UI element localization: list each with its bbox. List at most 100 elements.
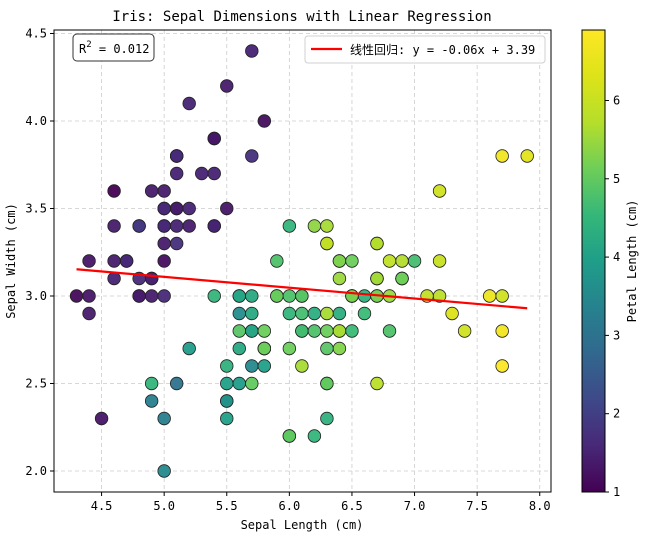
data-point <box>82 306 96 321</box>
data-point <box>220 359 234 373</box>
data-point <box>382 324 397 338</box>
data-point <box>220 376 234 391</box>
data-point <box>320 376 334 391</box>
data-point <box>245 44 259 58</box>
annotation-box <box>72 33 155 62</box>
regression-line <box>76 268 528 310</box>
data-point <box>307 324 322 338</box>
data-point <box>307 306 322 321</box>
data-point <box>94 411 109 426</box>
colorbar: 1 2 3 4 5 6 Petal Length (cm) <box>581 29 639 499</box>
data-point <box>207 289 221 303</box>
x-tick-label: 6.0 <box>279 499 301 513</box>
data-point <box>282 429 297 443</box>
data-point <box>345 289 359 303</box>
data-point <box>232 289 246 303</box>
data-point <box>144 184 159 198</box>
data-point <box>245 149 259 163</box>
data-point <box>232 341 246 356</box>
data-point <box>220 394 234 408</box>
data-point <box>320 219 334 233</box>
x-tick-label: 5.0 <box>153 499 175 513</box>
data-point <box>107 271 121 286</box>
x-axis-ticks: 4.5 5.0 5.5 6.0 6.5 7.0 7.5 8.0 <box>91 492 551 513</box>
data-point <box>132 289 146 303</box>
y-axis-ticks: 2.0 2.5 3.0 3.5 4.0 4.5 <box>25 27 54 478</box>
chart-title: Iris: Sepal Dimensions with Linear Regre… <box>112 9 491 25</box>
data-point <box>495 289 509 303</box>
data-point <box>220 411 234 426</box>
data-point <box>332 341 347 356</box>
annotation-text: R2 = 0.012 <box>79 40 149 56</box>
data-point <box>157 236 171 251</box>
data-point <box>182 219 196 233</box>
colorbar-tick-label: 5 <box>613 172 620 186</box>
data-point <box>395 271 409 286</box>
data-point <box>157 201 171 216</box>
data-point <box>332 271 347 286</box>
data-point <box>207 131 221 146</box>
data-point <box>169 149 184 163</box>
data-point <box>320 236 334 251</box>
data-point <box>295 289 309 303</box>
x-tick-label: 4.5 <box>91 499 113 513</box>
data-point <box>257 324 272 338</box>
data-point <box>370 376 384 391</box>
data-point <box>157 219 171 233</box>
data-point <box>107 184 121 198</box>
data-point <box>345 324 359 338</box>
data-point <box>320 306 334 321</box>
data-point <box>220 201 234 216</box>
x-axis-title: Sepal Length (cm) <box>241 518 364 532</box>
data-point <box>157 254 171 268</box>
data-point <box>245 376 259 391</box>
data-point <box>320 411 334 426</box>
data-point <box>107 219 121 233</box>
data-point <box>144 271 159 286</box>
data-point <box>357 306 372 321</box>
colorbar-tick-label: 6 <box>613 93 620 107</box>
x-tick-label: 7.0 <box>404 499 426 513</box>
annotation-sup: 2 <box>86 40 91 50</box>
data-point <box>332 254 347 268</box>
data-point <box>295 324 309 338</box>
data-point <box>82 289 96 303</box>
data-point <box>395 254 409 268</box>
y-tick-label: 3.0 <box>25 289 47 303</box>
data-point <box>69 289 84 303</box>
data-point <box>432 184 447 198</box>
data-point <box>520 149 534 163</box>
data-point <box>257 359 272 373</box>
data-point <box>307 219 322 233</box>
legend: 线性回归: y = -0.06x + 3.39 <box>304 35 546 64</box>
data-point <box>245 306 259 321</box>
x-tick-label: 8.0 <box>529 499 551 513</box>
data-point <box>495 149 509 163</box>
y-tick-label: 4.5 <box>25 27 47 41</box>
data-point <box>195 166 209 181</box>
data-point <box>232 306 246 321</box>
data-point <box>270 289 284 303</box>
data-point <box>282 306 297 321</box>
data-point <box>132 219 146 233</box>
legend-label: 线性回归: y = -0.06x + 3.39 <box>350 43 535 57</box>
data-point <box>144 376 159 391</box>
data-point <box>245 324 259 338</box>
annotation-prefix: R <box>79 42 87 56</box>
colorbar-tick-label: 4 <box>613 250 620 264</box>
y-tick-label: 4.0 <box>25 114 47 128</box>
data-point <box>357 289 372 303</box>
data-point <box>407 254 422 268</box>
data-point <box>157 184 171 198</box>
annotation-suffix: = 0.012 <box>92 42 150 56</box>
data-point <box>157 289 171 303</box>
data-point <box>432 254 447 268</box>
y-tick-label: 2.0 <box>25 464 47 478</box>
data-point <box>370 236 384 251</box>
colorbar-ticks: 1 2 3 4 5 6 <box>605 93 620 499</box>
data-points <box>69 44 534 478</box>
data-point <box>332 306 347 321</box>
colorbar-gradient <box>581 29 606 493</box>
data-point <box>295 359 309 373</box>
